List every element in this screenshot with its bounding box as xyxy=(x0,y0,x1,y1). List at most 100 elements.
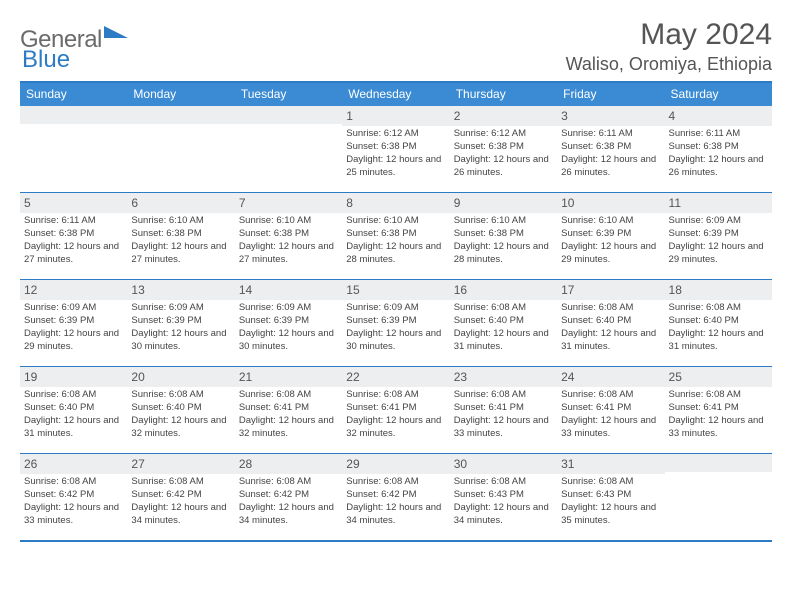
sunrise-line: Sunrise: 6:09 AM xyxy=(24,302,123,315)
day-number: 3 xyxy=(557,106,664,126)
day-number: 18 xyxy=(665,280,772,300)
daylight-line: Daylight: 12 hours and 29 minutes. xyxy=(669,241,768,267)
day-number: 15 xyxy=(342,280,449,300)
weeks-container: 1Sunrise: 6:12 AMSunset: 6:38 PMDaylight… xyxy=(20,106,772,540)
day-number: 24 xyxy=(557,367,664,387)
logo-text-blue: Blue xyxy=(22,46,70,73)
weekday-header-row: SundayMondayTuesdayWednesdayThursdayFrid… xyxy=(20,83,772,106)
daylight-line: Daylight: 12 hours and 31 minutes. xyxy=(669,328,768,354)
sunrise-line: Sunrise: 6:09 AM xyxy=(669,215,768,228)
daylight-line: Daylight: 12 hours and 33 minutes. xyxy=(24,502,123,528)
day-cell: 25Sunrise: 6:08 AMSunset: 6:41 PMDayligh… xyxy=(665,367,772,453)
sunrise-line: Sunrise: 6:11 AM xyxy=(561,128,660,141)
day-cell: 30Sunrise: 6:08 AMSunset: 6:43 PMDayligh… xyxy=(450,454,557,540)
sunset-line: Sunset: 6:38 PM xyxy=(24,228,123,241)
sunset-line: Sunset: 6:38 PM xyxy=(346,141,445,154)
sunrise-line: Sunrise: 6:08 AM xyxy=(669,389,768,402)
day-number: 1 xyxy=(342,106,449,126)
daylight-line: Daylight: 12 hours and 27 minutes. xyxy=(239,241,338,267)
week-row: 5Sunrise: 6:11 AMSunset: 6:38 PMDaylight… xyxy=(20,192,772,279)
sunrise-line: Sunrise: 6:08 AM xyxy=(669,302,768,315)
sunrise-line: Sunrise: 6:10 AM xyxy=(346,215,445,228)
day-cell: 20Sunrise: 6:08 AMSunset: 6:40 PMDayligh… xyxy=(127,367,234,453)
day-body: Sunrise: 6:10 AMSunset: 6:38 PMDaylight:… xyxy=(342,213,449,270)
day-cell-empty xyxy=(235,106,342,192)
day-body: Sunrise: 6:10 AMSunset: 6:38 PMDaylight:… xyxy=(450,213,557,270)
day-number: 23 xyxy=(450,367,557,387)
day-cell: 26 Sunrise: 6:08 AMSunset: 6:42 PMDayligh… xyxy=(20,454,127,540)
day-cell: 14Sunrise: 6:09 AMSunset: 6:39 PMDayligh… xyxy=(235,280,342,366)
day-number: 4 xyxy=(665,106,772,126)
weekday-sunday: Sunday xyxy=(20,83,127,106)
day-body: Sunrise: 6:08 AMSunset: 6:40 PMDaylight:… xyxy=(557,300,664,357)
daylight-line: Daylight: 12 hours and 31 minutes. xyxy=(454,328,553,354)
day-cell-empty xyxy=(20,106,127,192)
day-body: Sunrise: 6:10 AMSunset: 6:38 PMDaylight:… xyxy=(235,213,342,270)
day-number: 30 xyxy=(450,454,557,474)
calendar: SundayMondayTuesdayWednesdayThursdayFrid… xyxy=(20,81,772,542)
sunrise-line: Sunrise: 6:08 AM xyxy=(24,476,123,489)
day-body: Sunrise: 6:08 AMSunset: 6:41 PMDaylight:… xyxy=(235,387,342,444)
day-number: 26 xyxy=(20,454,127,474)
sunset-line: Sunset: 6:43 PM xyxy=(454,489,553,502)
day-cell: 21Sunrise: 6:08 AMSunset: 6:41 PMDayligh… xyxy=(235,367,342,453)
day-body: Sunrise: 6:08 AMSunset: 6:41 PMDaylight:… xyxy=(557,387,664,444)
day-number: 5 xyxy=(20,193,127,213)
day-number: 22 xyxy=(342,367,449,387)
day-number: 20 xyxy=(127,367,234,387)
day-body: Sunrise: 6:08 AMSunset: 6:41 PMDaylight:… xyxy=(342,387,449,444)
sunrise-line: Sunrise: 6:08 AM xyxy=(24,389,123,402)
sunset-line: Sunset: 6:41 PM xyxy=(561,402,660,415)
sunset-line: Sunset: 6:42 PM xyxy=(24,489,123,502)
sunrise-line: Sunrise: 6:12 AM xyxy=(346,128,445,141)
day-number xyxy=(127,106,234,124)
day-cell-empty xyxy=(127,106,234,192)
week-row: 19Sunrise: 6:08 AMSunset: 6:40 PMDayligh… xyxy=(20,366,772,453)
day-number: 21 xyxy=(235,367,342,387)
day-cell: 10Sunrise: 6:10 AMSunset: 6:39 PMDayligh… xyxy=(557,193,664,279)
day-cell: 31Sunrise: 6:08 AMSunset: 6:43 PMDayligh… xyxy=(557,454,664,540)
weekday-monday: Monday xyxy=(127,83,234,106)
day-cell: 19Sunrise: 6:08 AMSunset: 6:40 PMDayligh… xyxy=(20,367,127,453)
sunset-line: Sunset: 6:38 PM xyxy=(454,141,553,154)
day-body: Sunrise: 6:08 AMSunset: 6:40 PMDaylight:… xyxy=(20,387,127,444)
daylight-line: Daylight: 12 hours and 27 minutes. xyxy=(24,241,123,267)
daylight-line: Daylight: 12 hours and 32 minutes. xyxy=(239,415,338,441)
day-cell: 8Sunrise: 6:10 AMSunset: 6:38 PMDaylight… xyxy=(342,193,449,279)
day-cell: 16Sunrise: 6:08 AMSunset: 6:40 PMDayligh… xyxy=(450,280,557,366)
week-row: 12Sunrise: 6:09 AMSunset: 6:39 PMDayligh… xyxy=(20,279,772,366)
day-number: 31 xyxy=(557,454,664,474)
day-body: Sunrise: 6:09 AMSunset: 6:39 PMDaylight:… xyxy=(127,300,234,357)
daylight-line: Daylight: 12 hours and 26 minutes. xyxy=(669,154,768,180)
sunrise-line: Sunrise: 6:08 AM xyxy=(239,476,338,489)
day-number: 11 xyxy=(665,193,772,213)
month-title: May 2024 xyxy=(566,18,772,52)
sunset-line: Sunset: 6:39 PM xyxy=(24,315,123,328)
weekday-thursday: Thursday xyxy=(450,83,557,106)
day-cell: 1Sunrise: 6:12 AMSunset: 6:38 PMDaylight… xyxy=(342,106,449,192)
sunset-line: Sunset: 6:38 PM xyxy=(454,228,553,241)
day-body: Sunrise: 6:09 AMSunset: 6:39 PMDaylight:… xyxy=(342,300,449,357)
day-body: Sunrise: 6:08 AMSunset: 6:40 PMDaylight:… xyxy=(450,300,557,357)
daylight-line: Daylight: 12 hours and 26 minutes. xyxy=(454,154,553,180)
daylight-line: Daylight: 12 hours and 34 minutes. xyxy=(131,502,230,528)
sunset-line: Sunset: 6:40 PM xyxy=(561,315,660,328)
day-body: Sunrise: 6:08 AMSunset: 6:42 PMDaylight:… xyxy=(127,474,234,531)
week-row: 1Sunrise: 6:12 AMSunset: 6:38 PMDaylight… xyxy=(20,106,772,192)
sunrise-line: Sunrise: 6:10 AM xyxy=(131,215,230,228)
day-body: Sunrise: 6:12 AMSunset: 6:38 PMDaylight:… xyxy=(342,126,449,183)
sunrise-line: Sunrise: 6:08 AM xyxy=(239,389,338,402)
day-cell: 27Sunrise: 6:08 AMSunset: 6:42 PMDayligh… xyxy=(127,454,234,540)
daylight-line: Daylight: 12 hours and 30 minutes. xyxy=(239,328,338,354)
daylight-line: Daylight: 12 hours and 31 minutes. xyxy=(24,415,123,441)
day-cell: 11Sunrise: 6:09 AMSunset: 6:39 PMDayligh… xyxy=(665,193,772,279)
daylight-line: Daylight: 12 hours and 33 minutes. xyxy=(669,415,768,441)
day-cell: 29Sunrise: 6:08 AMSunset: 6:42 PMDayligh… xyxy=(342,454,449,540)
sunset-line: Sunset: 6:43 PM xyxy=(561,489,660,502)
daylight-line: Daylight: 12 hours and 34 minutes. xyxy=(239,502,338,528)
sunrise-line: Sunrise: 6:08 AM xyxy=(454,389,553,402)
location: Waliso, Oromiya, Ethiopia xyxy=(566,54,772,75)
day-number: 16 xyxy=(450,280,557,300)
logo-triangle-icon xyxy=(104,22,128,43)
day-number: 29 xyxy=(342,454,449,474)
